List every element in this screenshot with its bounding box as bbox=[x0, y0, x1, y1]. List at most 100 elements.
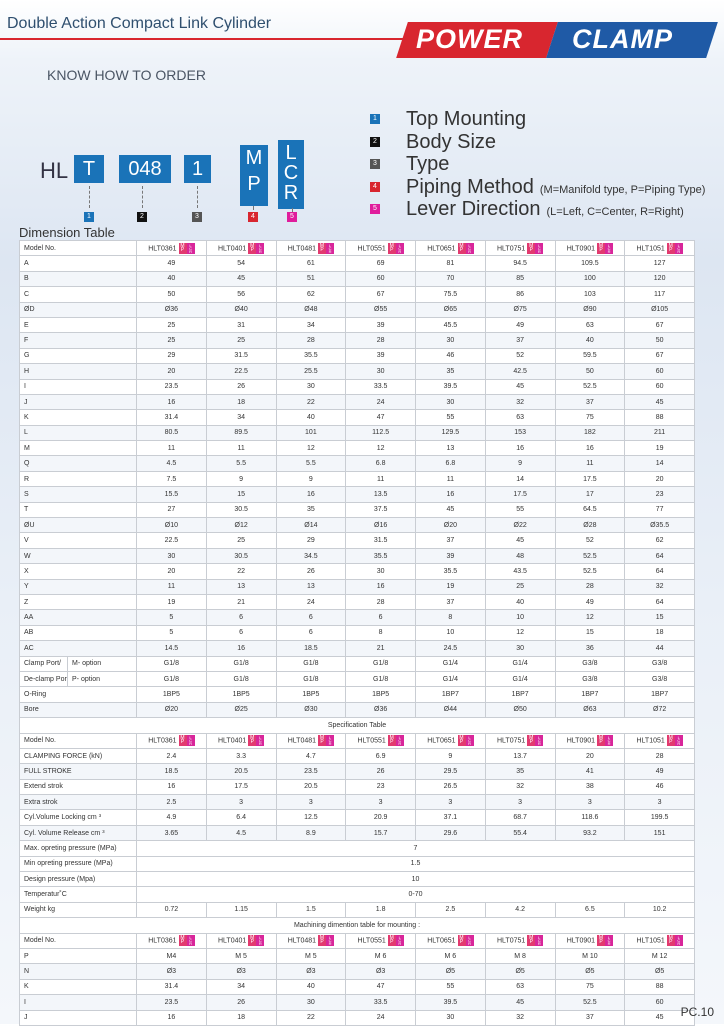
table-cell: 28 bbox=[345, 593, 416, 611]
table-cell: 1.5 bbox=[136, 855, 695, 873]
model-header-cell: HLT0401 M P L C R bbox=[205, 732, 277, 749]
table-cell: 52.5 bbox=[554, 563, 626, 580]
table-cell: 16 bbox=[345, 578, 416, 595]
table-cell: 25 bbox=[136, 332, 207, 349]
table-cell: 3 bbox=[275, 794, 347, 811]
code-body-size: 048 bbox=[119, 155, 171, 183]
table-cell: Ø5 bbox=[484, 963, 556, 980]
table-cell: 1BP7 bbox=[554, 686, 626, 703]
table-cell: 60 bbox=[624, 378, 695, 395]
row-label: R bbox=[19, 470, 137, 488]
table-cell: G3/8 bbox=[554, 655, 626, 672]
table-row: K 31.4 34 40 47 55 63 75 88 bbox=[19, 409, 695, 426]
table-cell: Ø10 bbox=[136, 517, 207, 534]
table-cell: 60 bbox=[624, 363, 695, 380]
row-label: S bbox=[19, 486, 137, 503]
table-cell: 11 bbox=[345, 470, 416, 488]
table-cell: 52 bbox=[484, 347, 556, 365]
table-cell: Ø20 bbox=[136, 701, 207, 719]
table-cell: 13 bbox=[415, 440, 486, 457]
table-cell: 49 bbox=[624, 763, 695, 780]
table-cell: G3/8 bbox=[624, 670, 695, 688]
table-cell: 8.9 bbox=[275, 824, 347, 842]
row-label: ØU bbox=[19, 517, 137, 534]
table-cell: 15.7 bbox=[345, 824, 416, 842]
table-cell: 37 bbox=[554, 1009, 626, 1026]
table-cell: 4.2 bbox=[484, 901, 556, 919]
table-cell: 127 bbox=[624, 255, 695, 272]
table-cell: 55 bbox=[415, 409, 486, 426]
table-cell: 12 bbox=[275, 440, 347, 457]
table-cell: 47 bbox=[345, 409, 416, 426]
table-cell: 8 bbox=[345, 624, 416, 642]
row-label: H bbox=[19, 363, 137, 380]
table-cell: 51 bbox=[275, 270, 347, 288]
table-cell: 14 bbox=[624, 455, 695, 472]
tag-4: 4 bbox=[248, 212, 258, 222]
table-cell: 6 bbox=[345, 609, 416, 626]
table-cell: 29.5 bbox=[415, 763, 486, 780]
table-cell: 63 bbox=[484, 409, 556, 426]
table-cell: 20 bbox=[136, 363, 207, 380]
table-cell: 45 bbox=[415, 501, 486, 519]
table-cell: 34 bbox=[275, 316, 347, 334]
table-cell: 23.5 bbox=[136, 378, 207, 395]
table-cell: 69 bbox=[345, 255, 416, 272]
table-cell: 11 bbox=[415, 470, 486, 488]
model-header-cell: HLT0901 M P L C R bbox=[554, 932, 626, 949]
table-cell: 75 bbox=[554, 978, 626, 996]
table-cell: Ø50 bbox=[484, 701, 556, 719]
table-row: C 50 56 62 67 75.5 86 103 117 bbox=[19, 286, 695, 303]
model-header-cell: HLT0481 M P L C R bbox=[275, 732, 347, 749]
table-cell: Ø16 bbox=[345, 517, 416, 534]
table-cell: 1BP7 bbox=[415, 686, 486, 703]
table-cell: 30 bbox=[415, 1009, 486, 1026]
table-cell: 31.4 bbox=[136, 409, 207, 426]
table-cell: 59.5 bbox=[554, 347, 626, 365]
table-cell: 35 bbox=[275, 501, 347, 519]
table-cell: 118.6 bbox=[554, 809, 626, 826]
table-cell: 28 bbox=[624, 747, 695, 765]
table-cell: 62 bbox=[275, 286, 347, 303]
table-cell: 70 bbox=[415, 270, 486, 288]
table-cell: 9 bbox=[415, 747, 486, 765]
row-label: B bbox=[19, 270, 137, 288]
table-row: Bore Ø20 Ø25 Ø30 Ø36 Ø44 Ø50 Ø63 Ø72 bbox=[19, 701, 695, 719]
row-label: AC bbox=[19, 640, 137, 657]
table-cell: 11 bbox=[554, 455, 626, 472]
table-cell: G3/8 bbox=[554, 670, 626, 688]
table-cell: 30.5 bbox=[205, 547, 277, 565]
page-number: PC.10 bbox=[680, 1005, 714, 1019]
table-cell: G1/8 bbox=[136, 655, 207, 672]
table-cell: 17.5 bbox=[484, 486, 556, 503]
table-cell: 37.1 bbox=[415, 809, 486, 826]
table-cell: 32 bbox=[484, 393, 556, 411]
table-cell: 32 bbox=[624, 578, 695, 595]
table-cell: 50 bbox=[624, 332, 695, 349]
table-cell: 19 bbox=[624, 440, 695, 457]
table-cell: 44 bbox=[624, 640, 695, 657]
table-cell: 24 bbox=[345, 393, 416, 411]
table-cell: 21 bbox=[345, 640, 416, 657]
table-cell: 25 bbox=[136, 316, 207, 334]
row-label: V bbox=[19, 532, 137, 549]
table-cell: 22 bbox=[205, 563, 277, 580]
row-label: O-Ring bbox=[19, 686, 137, 703]
order-subtitle: KNOW HOW TO ORDER bbox=[47, 67, 206, 83]
table-row: Design pressure (Mpa) 10 bbox=[19, 871, 695, 888]
row-label: FULL STROKE bbox=[19, 763, 137, 780]
table-cell: 3 bbox=[415, 794, 486, 811]
row-label: N bbox=[19, 963, 137, 980]
table-cell: 40 bbox=[554, 332, 626, 349]
row-label: Z bbox=[19, 593, 137, 611]
table-row: Q 4.5 5.5 5.5 6.8 6.8 9 11 14 bbox=[19, 455, 695, 472]
table-cell: 61 bbox=[275, 255, 347, 272]
table-row: Min opreting pressure (MPa) 1.5 bbox=[19, 855, 695, 873]
table-cell: 30 bbox=[345, 363, 416, 380]
